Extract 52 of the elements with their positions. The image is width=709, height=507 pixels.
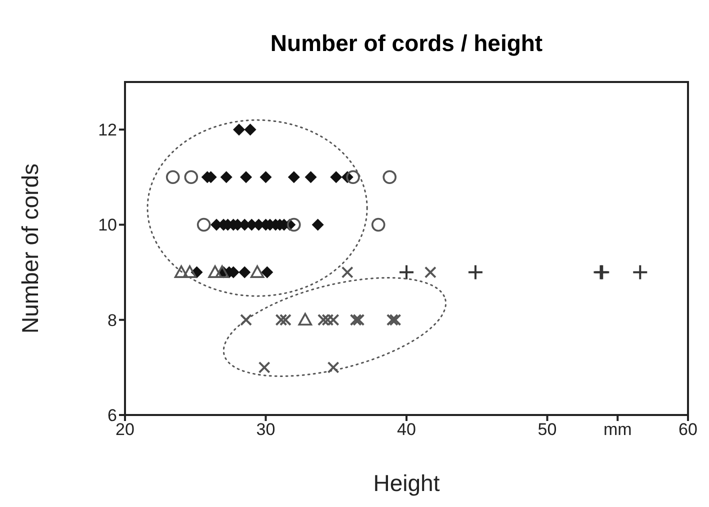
point xyxy=(398,264,414,280)
point xyxy=(240,171,252,184)
x-tick-label: 60 xyxy=(678,420,698,440)
point xyxy=(184,170,198,184)
point xyxy=(298,312,312,326)
y-tick-label: 6 xyxy=(108,406,117,426)
point xyxy=(327,361,340,374)
point xyxy=(330,171,342,184)
chart-title: Number of cords / height xyxy=(269,30,544,57)
x-tick-label: 20 xyxy=(116,420,134,440)
point xyxy=(215,265,230,278)
x-tick-label: 30 xyxy=(256,420,276,440)
point xyxy=(304,171,317,184)
point xyxy=(389,314,402,326)
point xyxy=(220,171,232,184)
point xyxy=(424,266,436,278)
point xyxy=(288,171,300,184)
y-tick-label: 10 xyxy=(98,216,117,235)
x-axis-title: Height xyxy=(373,470,440,496)
point xyxy=(341,266,354,278)
point xyxy=(258,361,270,374)
point xyxy=(350,314,362,326)
y-axis-title: Number of cords xyxy=(17,163,44,334)
point xyxy=(275,314,288,326)
point xyxy=(386,314,398,326)
x-tick-label: mm xyxy=(603,420,632,440)
y-tick-label: 8 xyxy=(108,310,117,330)
point xyxy=(371,218,386,232)
point xyxy=(279,314,292,326)
point xyxy=(261,266,274,278)
point xyxy=(208,265,222,278)
point xyxy=(240,314,252,326)
point xyxy=(166,170,180,184)
point xyxy=(382,170,397,184)
point xyxy=(238,266,251,278)
point xyxy=(250,265,264,278)
x-tick-label: 50 xyxy=(538,420,557,440)
point xyxy=(287,218,301,232)
point xyxy=(260,171,272,184)
point xyxy=(174,265,188,278)
x-tick-label: 40 xyxy=(397,420,416,440)
point xyxy=(312,218,324,231)
point xyxy=(346,170,360,184)
y-tick-label: 12 xyxy=(98,120,117,140)
point xyxy=(632,264,648,280)
point xyxy=(196,218,211,232)
point xyxy=(352,314,365,326)
point xyxy=(182,265,197,278)
point xyxy=(467,264,484,280)
point xyxy=(233,124,246,136)
point xyxy=(244,124,256,136)
point xyxy=(322,314,334,326)
